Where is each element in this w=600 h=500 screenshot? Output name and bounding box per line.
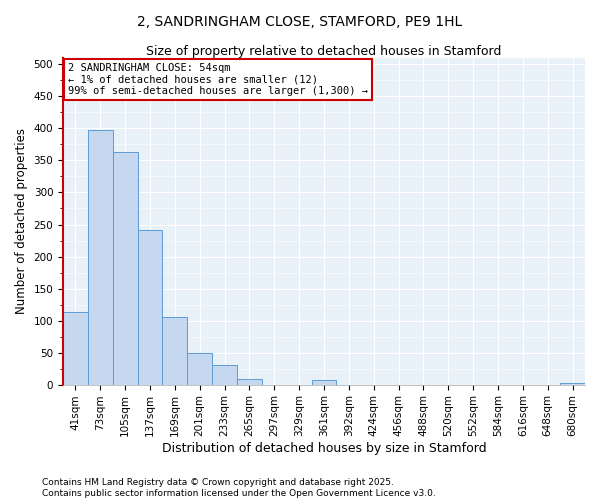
- Bar: [212, 366, 237, 384]
- Text: Contains HM Land Registry data © Crown copyright and database right 2025.
Contai: Contains HM Land Registry data © Crown c…: [42, 478, 436, 498]
- Bar: [137, 230, 163, 384]
- Bar: [311, 380, 337, 384]
- Bar: [187, 352, 212, 384]
- Text: 2 SANDRINGHAM CLOSE: 54sqm
← 1% of detached houses are smaller (12)
99% of semi-: 2 SANDRINGHAM CLOSE: 54sqm ← 1% of detac…: [68, 63, 368, 96]
- X-axis label: Distribution of detached houses by size in Stamford: Distribution of detached houses by size …: [162, 442, 487, 455]
- Bar: [88, 130, 113, 384]
- Text: 2, SANDRINGHAM CLOSE, STAMFORD, PE9 1HL: 2, SANDRINGHAM CLOSE, STAMFORD, PE9 1HL: [137, 15, 463, 29]
- Bar: [63, 312, 88, 384]
- Bar: [237, 380, 262, 384]
- Bar: [163, 318, 187, 384]
- Y-axis label: Number of detached properties: Number of detached properties: [15, 128, 28, 314]
- Bar: [560, 382, 585, 384]
- Title: Size of property relative to detached houses in Stamford: Size of property relative to detached ho…: [146, 45, 502, 58]
- Bar: [113, 152, 137, 384]
